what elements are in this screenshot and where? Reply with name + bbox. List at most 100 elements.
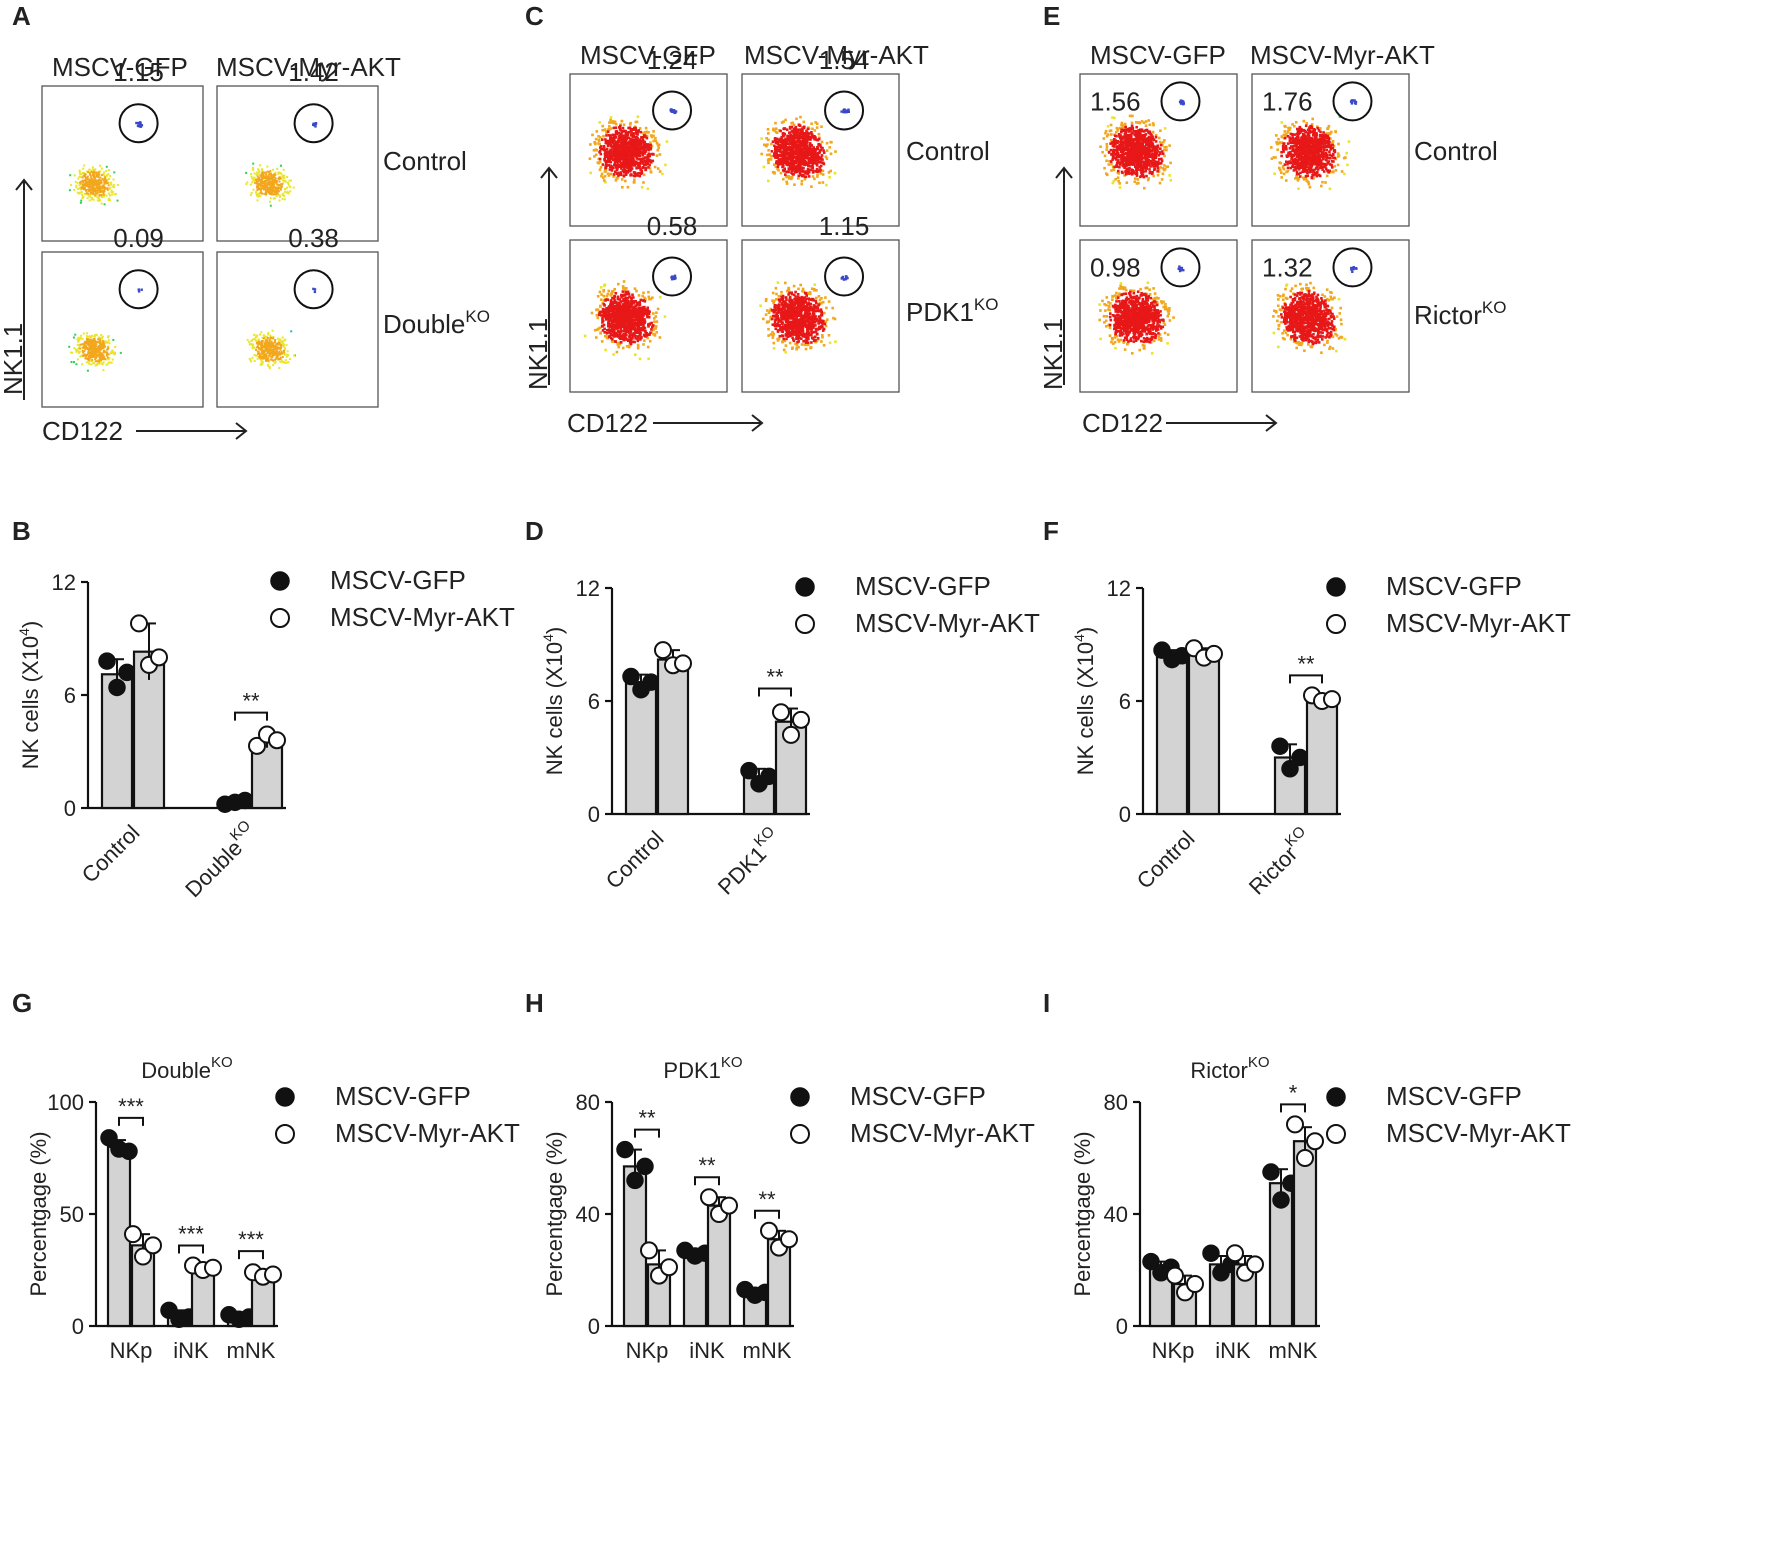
facs-event <box>601 124 604 128</box>
facs-event <box>274 360 277 363</box>
facs-event <box>813 177 816 181</box>
facs-event <box>287 191 290 194</box>
facs-event <box>794 142 797 145</box>
facs-event <box>105 194 108 197</box>
facs-event <box>614 126 618 129</box>
facs-event <box>828 341 832 345</box>
facs-event <box>269 182 272 185</box>
facs-event <box>636 143 640 146</box>
facs-event <box>798 156 802 159</box>
facs-event <box>618 140 621 144</box>
facs-event <box>590 311 594 315</box>
facs-event <box>601 138 604 141</box>
facs-event <box>592 149 596 152</box>
facs-event <box>68 189 71 192</box>
facs-event <box>85 179 88 182</box>
facs-event <box>270 358 273 361</box>
facs-event <box>109 361 112 364</box>
facs-event <box>806 343 810 347</box>
facs-event <box>85 340 87 343</box>
facs-event <box>643 339 646 342</box>
facs-event <box>639 158 643 161</box>
facs-event <box>797 174 801 178</box>
facs-event <box>635 132 639 136</box>
facs-event <box>632 332 635 335</box>
facs-event <box>259 363 262 366</box>
facs-event <box>108 357 111 360</box>
panel-letter-g: G <box>12 988 32 1018</box>
facs-event <box>611 307 615 311</box>
facs-event <box>776 145 779 149</box>
gated-event <box>313 288 317 291</box>
facs-event <box>636 346 640 350</box>
facs-event <box>84 353 87 356</box>
facs-event <box>801 287 805 291</box>
facs-event <box>603 314 606 318</box>
facs-event <box>84 183 87 186</box>
facs-event <box>633 174 637 177</box>
facs-event <box>86 181 89 183</box>
facs-event <box>267 173 270 176</box>
facs-event <box>799 164 802 168</box>
facs-event <box>251 345 254 348</box>
facs-event <box>797 345 800 349</box>
facs-event <box>267 345 270 348</box>
facs-event <box>77 187 79 190</box>
facs-event <box>792 123 796 127</box>
facs-event <box>76 358 79 361</box>
facs-event <box>282 180 285 183</box>
facs-event <box>813 335 817 339</box>
facs-event <box>102 369 105 372</box>
facs-event <box>816 337 820 340</box>
gated-event <box>140 288 143 291</box>
facs-event <box>798 124 802 127</box>
facs-event <box>630 297 633 301</box>
facs-event <box>246 338 249 341</box>
facs-event <box>86 347 89 349</box>
facs-event <box>615 132 619 136</box>
facs-event <box>639 298 643 302</box>
facs-event <box>109 352 112 355</box>
facs-event <box>267 182 270 185</box>
facs-event <box>805 331 809 335</box>
facs-event <box>608 335 611 338</box>
facs-event <box>89 338 92 341</box>
facs-event <box>98 193 101 196</box>
facs-event <box>796 150 800 153</box>
facs-event <box>100 190 103 192</box>
facs-event <box>278 367 281 369</box>
facs-event <box>638 357 642 361</box>
facs-event <box>832 316 835 320</box>
facs-event <box>635 303 638 306</box>
facs-event <box>802 167 805 170</box>
facs-event <box>824 155 828 159</box>
facs-event <box>257 186 260 189</box>
facs-event <box>614 292 618 295</box>
facs-event <box>603 174 607 178</box>
facs-event <box>820 340 823 343</box>
facs-event <box>278 350 281 353</box>
facs-event <box>789 147 792 150</box>
facs-event <box>614 122 618 126</box>
facs-event <box>623 299 627 302</box>
facs-event <box>615 168 619 172</box>
facs-event <box>273 176 276 179</box>
facs-event <box>618 144 622 147</box>
facs-event <box>617 171 620 175</box>
facs-event <box>283 347 286 350</box>
facs-event <box>620 325 623 329</box>
facs-event <box>609 164 612 167</box>
facs-event <box>610 155 614 159</box>
facs-event <box>270 178 273 181</box>
facs-event <box>111 185 114 188</box>
facs-event <box>86 197 89 200</box>
facs-event <box>86 332 88 335</box>
facs-event <box>822 151 826 154</box>
facs-event <box>656 307 660 311</box>
facs-event <box>809 346 813 349</box>
facs-event <box>260 191 263 194</box>
facs-event <box>629 342 633 345</box>
facs-event <box>774 121 777 125</box>
facs-event <box>793 155 797 159</box>
facs-event <box>280 183 283 186</box>
